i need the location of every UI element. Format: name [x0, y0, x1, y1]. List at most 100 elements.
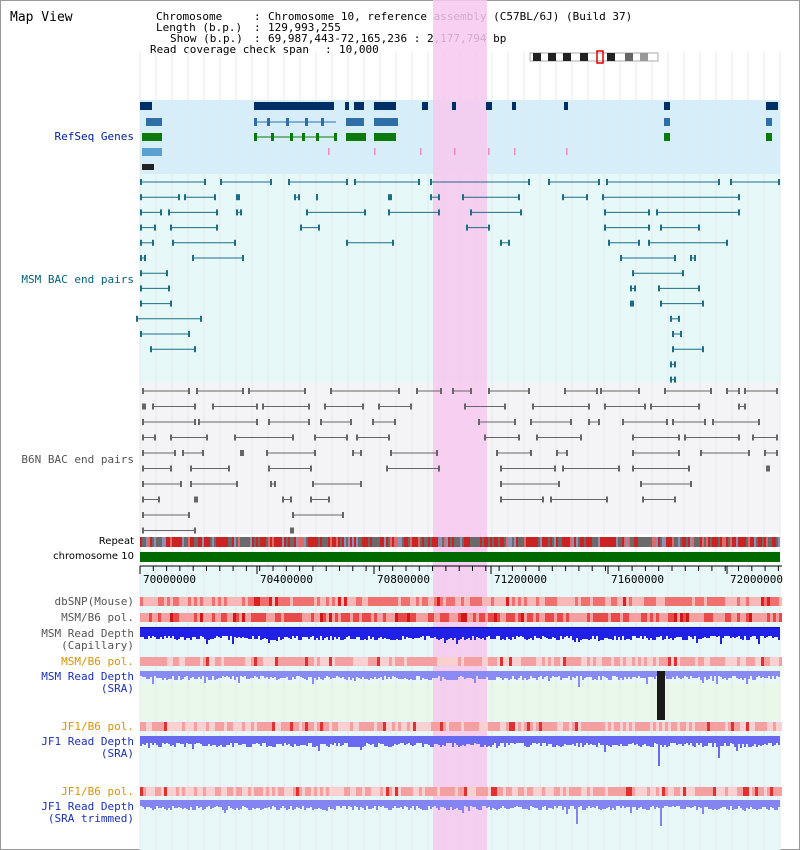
- track-label-jf1-b6-pol[interactable]: JF1/B6 pol.: [61, 720, 134, 733]
- msm-capillary-depth-bar: [414, 628, 416, 638]
- track-label-refseq[interactable]: RefSeq Genes: [54, 130, 134, 143]
- msm-capillary-depth-bar: [202, 628, 204, 637]
- msm-b6-pol-sra-heat-cell: [740, 657, 743, 666]
- jf1-sra-depth-bar: [730, 736, 732, 743]
- b6n-bac-pair-end: [142, 481, 144, 487]
- jf1-sra-depth-bar: [396, 736, 398, 745]
- repeat-element: [188, 537, 190, 547]
- repeat-element: [172, 537, 174, 547]
- jf1-trimmed-depth-bar: [676, 800, 678, 806]
- jf1-b6-pol-heat-cell: [185, 722, 188, 731]
- repeat-element: [270, 537, 272, 547]
- repeat-element: [310, 537, 312, 547]
- msm-b6-pol-heat-cell: [164, 613, 167, 622]
- jf1-b6-pol-heat-cell: [200, 722, 203, 731]
- msm-sra-depth-bar: [638, 671, 640, 676]
- track-label-dbsnp[interactable]: dbSNP(Mouse): [54, 595, 134, 608]
- gene-exon: [290, 133, 293, 141]
- msm-capillary-depth-bar: [548, 628, 550, 639]
- msm-sra-depth-bar: [300, 671, 302, 677]
- jf1-trimmed-depth-bar: [578, 800, 580, 807]
- jf1-b6-pol-heat-cell: [401, 722, 404, 731]
- track-label-b6n-bac[interactable]: B6N BAC end pairs: [21, 453, 134, 466]
- jf1-b6-pol-heat-cell: [737, 722, 740, 731]
- msm-bac-pair-end: [738, 209, 740, 216]
- track-label-jf1-depth-sra[interactable]: JF1 Read Depth (SRA): [41, 735, 134, 760]
- msm-b6-pol-sra-heat-cell: [179, 657, 182, 666]
- jf1-sra-depth-bar: [344, 736, 346, 743]
- repeat-element: [642, 537, 644, 547]
- jf1-sra-depth-bar: [562, 736, 564, 746]
- msm-b6-pol-sra-heat-cell: [299, 657, 302, 666]
- msm-capillary-depth-bar: [470, 628, 472, 640]
- msm-b6-pol-heat-cell: [446, 613, 449, 622]
- msm-b6-pol-heat-cell: [683, 613, 686, 622]
- msm-capillary-depth-bar: [752, 628, 754, 636]
- jf1-sra-depth-bar: [280, 736, 282, 744]
- repeat-element: [408, 537, 410, 547]
- msm-sra-depth-bar: [178, 671, 180, 676]
- msm-b6-pol-heat-cell: [689, 613, 692, 622]
- msm-b6-pol-sra-heat-cell: [626, 657, 629, 666]
- msm-b6-pol-sra-heat-cell: [716, 657, 719, 666]
- msm-b6-pol-sra-heat-cell: [353, 657, 356, 666]
- jf1-trimmed-depth-bar: [142, 800, 144, 807]
- msm-capillary-depth-bar: [724, 628, 726, 636]
- msm-b6-pol-heat-cell: [227, 613, 230, 622]
- msm-b6-pol-sra-heat-cell: [347, 657, 350, 666]
- msm-b6-pol-heat-cell: [656, 613, 659, 622]
- jf1-sra-depth-bar: [724, 736, 726, 743]
- track-label-repeat[interactable]: Repeat: [98, 536, 134, 547]
- dbsnp-heat-cell: [272, 597, 275, 606]
- jf1-sra-depth-bar: [204, 736, 206, 746]
- dbsnp-heat-cell: [230, 597, 233, 606]
- chromosome-ideogram[interactable]: [529, 50, 659, 64]
- dbsnp-heat-cell: [536, 597, 539, 606]
- jf1-b6-pol-2-heat-cell: [662, 787, 665, 796]
- axis-tick-label: 70800000: [377, 573, 430, 586]
- msm-sra-depth-bar: [626, 671, 628, 679]
- repeat-element: [778, 537, 780, 547]
- msm-sra-depth-bar: [364, 671, 366, 679]
- track-label-msm-b6-pol[interactable]: MSM/B6 pol.: [61, 611, 134, 624]
- track-label-chromosome[interactable]: chromosome 10: [53, 551, 134, 562]
- track-label-msm-bac[interactable]: MSM BAC end pairs: [21, 273, 134, 286]
- jf1-sra-depth-bar: [304, 736, 306, 745]
- jf1-trimmed-depth-bar: [320, 800, 322, 809]
- msm-sra-depth-bar: [428, 671, 430, 680]
- msm-bac-pair-end: [170, 224, 172, 231]
- msm-capillary-depth-bar: [466, 628, 468, 639]
- msm-b6-pol-heat-cell: [173, 613, 176, 622]
- msm-capillary-depth-bar: [184, 628, 186, 640]
- jf1-b6-pol-heat-cell: [551, 722, 554, 731]
- track-label-jf1-depth-trimmed[interactable]: JF1 Read Depth (SRA trimmed): [41, 800, 134, 825]
- jf1-sra-depth-bar: [698, 736, 700, 745]
- jf1-sra-depth-bar: [746, 736, 748, 744]
- gene-exon: [334, 133, 337, 141]
- msm-sra-depth-bar: [540, 671, 542, 676]
- repeat-element: [582, 537, 584, 547]
- repeat-element: [184, 537, 186, 547]
- jf1-trimmed-depth-bar: [704, 800, 706, 807]
- jf1-b6-pol-2-heat-cell: [299, 787, 302, 796]
- msm-sra-depth-bar: [464, 671, 466, 679]
- msm-capillary-depth-bar: [398, 628, 400, 640]
- jf1-b6-pol-heat-cell: [743, 722, 746, 731]
- msm-b6-pol-sra-heat-cell: [665, 657, 668, 666]
- track-label-msm-depth-sra[interactable]: MSM Read Depth (SRA): [41, 670, 134, 695]
- msm-capillary-depth-bar: [160, 628, 162, 637]
- track-features[interactable]: [136, 102, 782, 826]
- jf1-b6-pol-2-heat-cell: [158, 787, 161, 796]
- msm-sra-depth-bar: [434, 671, 436, 678]
- msm-capillary-depth-bar: [680, 628, 682, 637]
- track-label-msm-b6-pol-sra[interactable]: MSM/B6 pol.: [61, 655, 134, 668]
- dbsnp-heat-cell: [227, 597, 230, 606]
- msm-sra-depth-bar: [286, 671, 288, 677]
- msm-sra-depth-bar: [348, 671, 350, 677]
- track-label-jf1-b6-pol-2[interactable]: JF1/B6 pol.: [61, 785, 134, 798]
- track-label-msm-depth-capillary[interactable]: MSM Read Depth (Capillary): [41, 627, 134, 652]
- jf1-sra-depth-bar: [154, 736, 156, 743]
- msm-b6-pol-sra-heat-cell: [437, 657, 440, 666]
- msm-sra-depth-bar: [274, 671, 276, 677]
